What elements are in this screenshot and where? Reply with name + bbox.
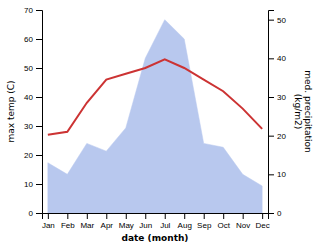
x-tick-mark: [184, 213, 185, 219]
y2-tick: 50: [268, 16, 286, 25]
y2-tick-mark: [268, 97, 274, 98]
x-tick-mark: [204, 213, 205, 219]
x-tick-mark: [165, 213, 166, 219]
y-tick-mark: [36, 97, 42, 98]
x-tick: Apr: [101, 213, 114, 230]
y-tick-label: 70: [24, 6, 33, 15]
x-tick-mark: [243, 213, 244, 219]
y-tick: 60: [24, 35, 42, 44]
y-tick-mark: [36, 184, 42, 185]
y-tick-label: 10: [24, 180, 33, 189]
x-tick-mark: [262, 213, 263, 219]
chart: Jan Feb Mar Apr May Jun Jul Aug Sep Oct Nov Dec 0 10 2…: [0, 0, 318, 247]
y-tick-mark: [36, 68, 42, 69]
x-tick-label: Sep: [197, 221, 212, 230]
x-tick-label: Apr: [101, 221, 114, 230]
x-tick: May: [119, 213, 134, 230]
x-tick-mark: [126, 213, 127, 219]
y2-tick-mark: [268, 213, 274, 214]
y-tick-label: 0: [29, 209, 34, 218]
y-tick-mark: [36, 10, 42, 11]
y2-tick-mark: [268, 174, 274, 175]
y-tick-mark: [36, 155, 42, 156]
x-tick-mark: [87, 213, 88, 219]
x-tick: Jan: [42, 213, 55, 230]
x-tick-mark: [48, 213, 49, 219]
x-axis: Jan Feb Mar Apr May Jun Jul Aug Sep Oct Nov Dec: [42, 213, 270, 230]
y-tick-mark: [36, 39, 42, 40]
x-tick-label: Feb: [61, 221, 75, 230]
y-tick-label: 50: [24, 64, 33, 73]
y2-tick-label: 10: [277, 170, 286, 179]
y-tick: 0: [29, 209, 42, 218]
y2-tick-mark: [268, 58, 274, 59]
x-tick: Sep: [197, 213, 212, 230]
y-tick-mark: [36, 126, 42, 127]
y-tick-label: 20: [24, 151, 33, 160]
x-tick-label: Mar: [80, 221, 94, 230]
x-tick: Oct: [217, 213, 230, 230]
y-tick: 20: [24, 151, 42, 160]
y2-tick-mark: [268, 20, 274, 21]
x-tick: Feb: [61, 213, 75, 230]
x-tick-mark: [145, 213, 146, 219]
x-tick-mark: [106, 213, 107, 219]
x-tick-label: Aug: [178, 221, 192, 230]
x-tick: Nov: [236, 213, 250, 230]
line: [48, 59, 262, 134]
y2-tick: 20: [268, 132, 286, 141]
y-tick: 40: [24, 93, 42, 102]
y-tick: 30: [24, 122, 42, 131]
y2-tick-label: 50: [277, 16, 286, 25]
x-tick-label: Nov: [236, 221, 250, 230]
x-tick-label: Jun: [139, 221, 152, 230]
y2-tick-mark: [268, 136, 274, 137]
x-axis-line: [43, 214, 269, 220]
x-tick-label: Dec: [256, 221, 270, 230]
plot: Jan Feb Mar Apr May Jun Jul Aug Sep Oct Nov Dec 0 10 2…: [24, 6, 286, 230]
y2-tick: 30: [268, 93, 286, 102]
y-tick: 10: [24, 180, 42, 189]
y2-tick: 40: [268, 54, 286, 63]
y-axis: 0 10 20 30 40 50 60 70: [24, 6, 42, 218]
y2-axis-line: [269, 11, 275, 214]
x-tick-mark: [223, 213, 224, 219]
x-tick-label: May: [119, 221, 134, 230]
marks: [48, 20, 262, 213]
y-tick-mark: [36, 213, 42, 214]
x-tick-label: Oct: [217, 221, 230, 230]
y2-axis-label: med. precipitation(kg/m2): [293, 70, 313, 152]
x-tick: Jul: [160, 213, 170, 230]
y2-tick-label: 40: [277, 54, 286, 63]
y-tick-label: 40: [24, 93, 33, 102]
area: [48, 20, 262, 213]
x-tick-label: Jul: [160, 221, 170, 230]
y2-tick: 10: [268, 170, 286, 179]
x-tick: Jun: [139, 213, 152, 230]
y-tick-label: 30: [24, 122, 33, 131]
y-tick-label: 60: [24, 35, 33, 44]
x-tick: Mar: [80, 213, 94, 230]
y2-tick-label: 30: [277, 93, 286, 102]
x-tick-label: Jan: [42, 221, 55, 230]
y-axis-label: max temp (C): [6, 80, 16, 142]
y2-axis: 0 10 20 30 40 50: [268, 11, 286, 219]
x-axis-label: date (month): [122, 233, 189, 243]
x-tick-mark: [67, 213, 68, 219]
y2-tick-label: 20: [277, 132, 286, 141]
y-tick: 70: [24, 6, 42, 15]
x-tick: Aug: [178, 213, 192, 230]
x-tick: Dec: [256, 213, 270, 230]
y2-tick-label: 0: [277, 209, 282, 218]
y2-tick: 0: [268, 209, 282, 218]
y-axis-line: [36, 11, 43, 214]
y-tick: 50: [24, 64, 42, 73]
